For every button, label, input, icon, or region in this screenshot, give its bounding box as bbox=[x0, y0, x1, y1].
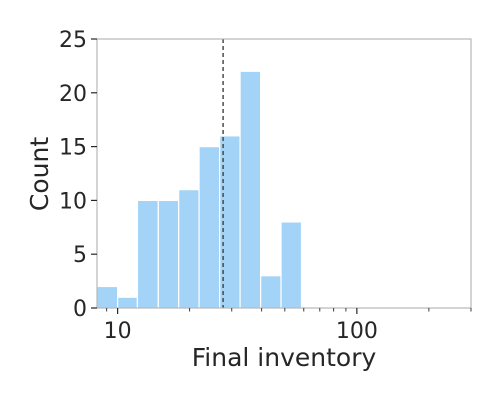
y-tick-label-3: 15 bbox=[59, 136, 87, 161]
y-tick-label-5: 25 bbox=[59, 28, 87, 53]
histogram-bar-0 bbox=[96, 285, 119, 309]
histogram-bar-7 bbox=[239, 70, 262, 309]
x-tick-label-0: 10 bbox=[104, 319, 132, 344]
histogram-bar-9 bbox=[280, 221, 303, 309]
ticks-group: 0 5 10 15 20 25 10 100 bbox=[59, 28, 472, 344]
y-axis-label: Count bbox=[25, 137, 54, 211]
histogram-bar-5 bbox=[198, 146, 221, 309]
histogram-bar-8 bbox=[260, 275, 282, 309]
histogram-bar-3 bbox=[157, 199, 180, 309]
histogram-bar-4 bbox=[178, 189, 200, 309]
histogram-bar-1 bbox=[117, 296, 139, 309]
x-axis-label: Final inventory bbox=[192, 343, 377, 372]
y-tick-label-1: 5 bbox=[73, 243, 87, 268]
y-tick-label-4: 20 bbox=[59, 82, 87, 107]
y-tick-label-2: 10 bbox=[59, 189, 87, 214]
plot-frame bbox=[96, 38, 472, 309]
axes-group bbox=[96, 38, 472, 309]
bars-group bbox=[96, 70, 303, 309]
histogram-bar-2 bbox=[136, 199, 159, 309]
x-tick-label-1: 100 bbox=[336, 319, 378, 344]
y-tick-label-0: 0 bbox=[73, 297, 87, 322]
